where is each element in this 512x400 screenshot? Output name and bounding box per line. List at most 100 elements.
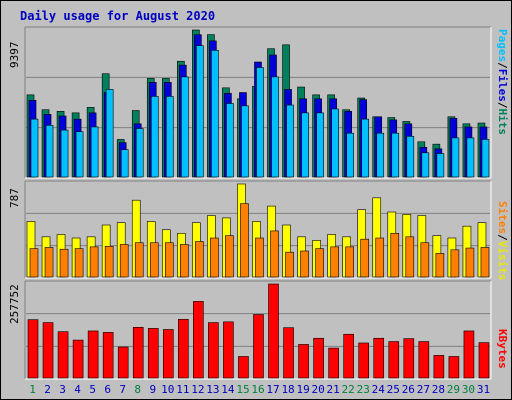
pages-bar xyxy=(406,136,415,178)
legend-hits: Hits xyxy=(496,108,509,136)
pages-bar xyxy=(105,89,114,178)
day-tick-label: 11 xyxy=(176,383,189,396)
sites-bar xyxy=(180,244,189,278)
day-tick-label: 29 xyxy=(447,383,460,396)
pages-bar xyxy=(331,108,339,178)
day-tick-label: 9 xyxy=(149,383,156,396)
pages-bar xyxy=(286,104,294,178)
kbytes-bar xyxy=(313,337,324,379)
sites-bar xyxy=(480,247,490,278)
pages-bar xyxy=(241,105,249,178)
sites-bar xyxy=(345,246,354,278)
legend-mid: Sites/Visits xyxy=(496,201,509,281)
sites-bar xyxy=(405,236,415,278)
kbytes-bar xyxy=(57,331,69,379)
kbytes-bar xyxy=(117,346,129,379)
kbytes-bar xyxy=(388,341,400,379)
sites-bar xyxy=(104,245,114,278)
sites-bar xyxy=(134,242,144,278)
kbytes-bar xyxy=(433,355,445,379)
day-tick-label: 4 xyxy=(74,383,81,396)
sites-bar xyxy=(74,248,84,278)
day-tick-label: 31 xyxy=(477,383,490,396)
sites-bar xyxy=(390,232,400,278)
kbytes-bar xyxy=(178,318,189,379)
legend-visits: Visits xyxy=(496,240,509,281)
sites-bar xyxy=(89,246,99,278)
kbytes-bar xyxy=(403,338,415,379)
sites-bar xyxy=(285,251,294,278)
pages-bar xyxy=(256,67,264,178)
day-tick-label: 20 xyxy=(312,383,325,396)
kbytes-bar xyxy=(208,322,219,379)
kbytes-bar xyxy=(27,319,39,379)
kbytes-bar xyxy=(283,327,294,379)
day-tick-label: 24 xyxy=(372,383,386,396)
kbytes-bar xyxy=(268,283,279,379)
day-tick-label: 12 xyxy=(191,383,204,396)
sites-bar xyxy=(164,242,174,278)
sites-bar xyxy=(300,250,309,278)
sites-bar xyxy=(44,247,54,278)
sites-bar xyxy=(195,241,204,278)
pages-bar xyxy=(181,76,189,178)
sites-bar xyxy=(315,248,324,278)
legend-top: Pages/Files/Hits xyxy=(496,29,509,135)
legend-kbytes: KBytes xyxy=(496,329,509,369)
kbytes-bar xyxy=(478,342,490,379)
pages-bar xyxy=(376,132,385,178)
pages-bar xyxy=(90,126,99,178)
day-tick-label: 2 xyxy=(44,383,51,396)
legend-sep-3: / xyxy=(496,234,509,241)
day-tick-label: 5 xyxy=(89,383,96,396)
day-tick-label: 15 xyxy=(236,383,249,396)
day-tick-label: 13 xyxy=(206,383,219,396)
kbytes-bar xyxy=(238,356,249,379)
pages-bar xyxy=(466,137,475,178)
day-tick-label: 7 xyxy=(119,383,126,396)
pages-bar xyxy=(196,45,204,178)
kbytes-bar xyxy=(328,347,339,379)
kbytes-bar xyxy=(418,341,430,379)
kbytes-bar xyxy=(102,332,114,379)
chart-title: Daily usage for August 2020 xyxy=(20,9,216,23)
sites-bar xyxy=(375,237,385,278)
kbytes-bar xyxy=(87,330,99,379)
sites-bar xyxy=(225,235,234,278)
day-tick-label: 26 xyxy=(402,383,415,396)
sites-bar xyxy=(119,244,129,278)
kbytes-bar xyxy=(42,322,54,379)
pages-bar xyxy=(211,49,219,178)
sites-bar xyxy=(59,248,69,278)
day-tick-label: 18 xyxy=(281,383,294,396)
day-tick-label: 16 xyxy=(251,383,264,396)
legend-sep-2: / xyxy=(496,101,509,109)
pages-bar xyxy=(391,132,400,178)
kbytes-bar xyxy=(448,356,460,379)
day-tick-label: 23 xyxy=(357,383,370,396)
legend-bot: KBytes xyxy=(496,329,509,369)
day-tick-label: 21 xyxy=(327,383,340,396)
visits-max-label: 787 xyxy=(8,188,21,208)
day-tick-label: 28 xyxy=(432,383,445,396)
pages-bar xyxy=(45,125,54,178)
pages-bar xyxy=(165,96,174,178)
kbytes-max-label: 257752 xyxy=(8,284,21,324)
day-tick-label: 8 xyxy=(134,383,141,396)
pages-bar xyxy=(271,76,279,178)
pages-bar xyxy=(451,137,460,178)
pages-bar xyxy=(75,131,84,178)
pages-bar xyxy=(346,132,354,178)
kbytes-bar xyxy=(298,344,309,379)
sites-bar xyxy=(210,237,219,278)
pages-bar xyxy=(361,118,370,178)
day-tick-label: 30 xyxy=(462,383,475,396)
pages-bar xyxy=(301,112,309,178)
pages-bar xyxy=(316,112,324,178)
sites-bar xyxy=(360,238,370,278)
sites-bar xyxy=(330,246,339,278)
pages-bar xyxy=(30,118,39,178)
sites-bar xyxy=(240,203,249,278)
kbytes-bar xyxy=(162,329,174,379)
